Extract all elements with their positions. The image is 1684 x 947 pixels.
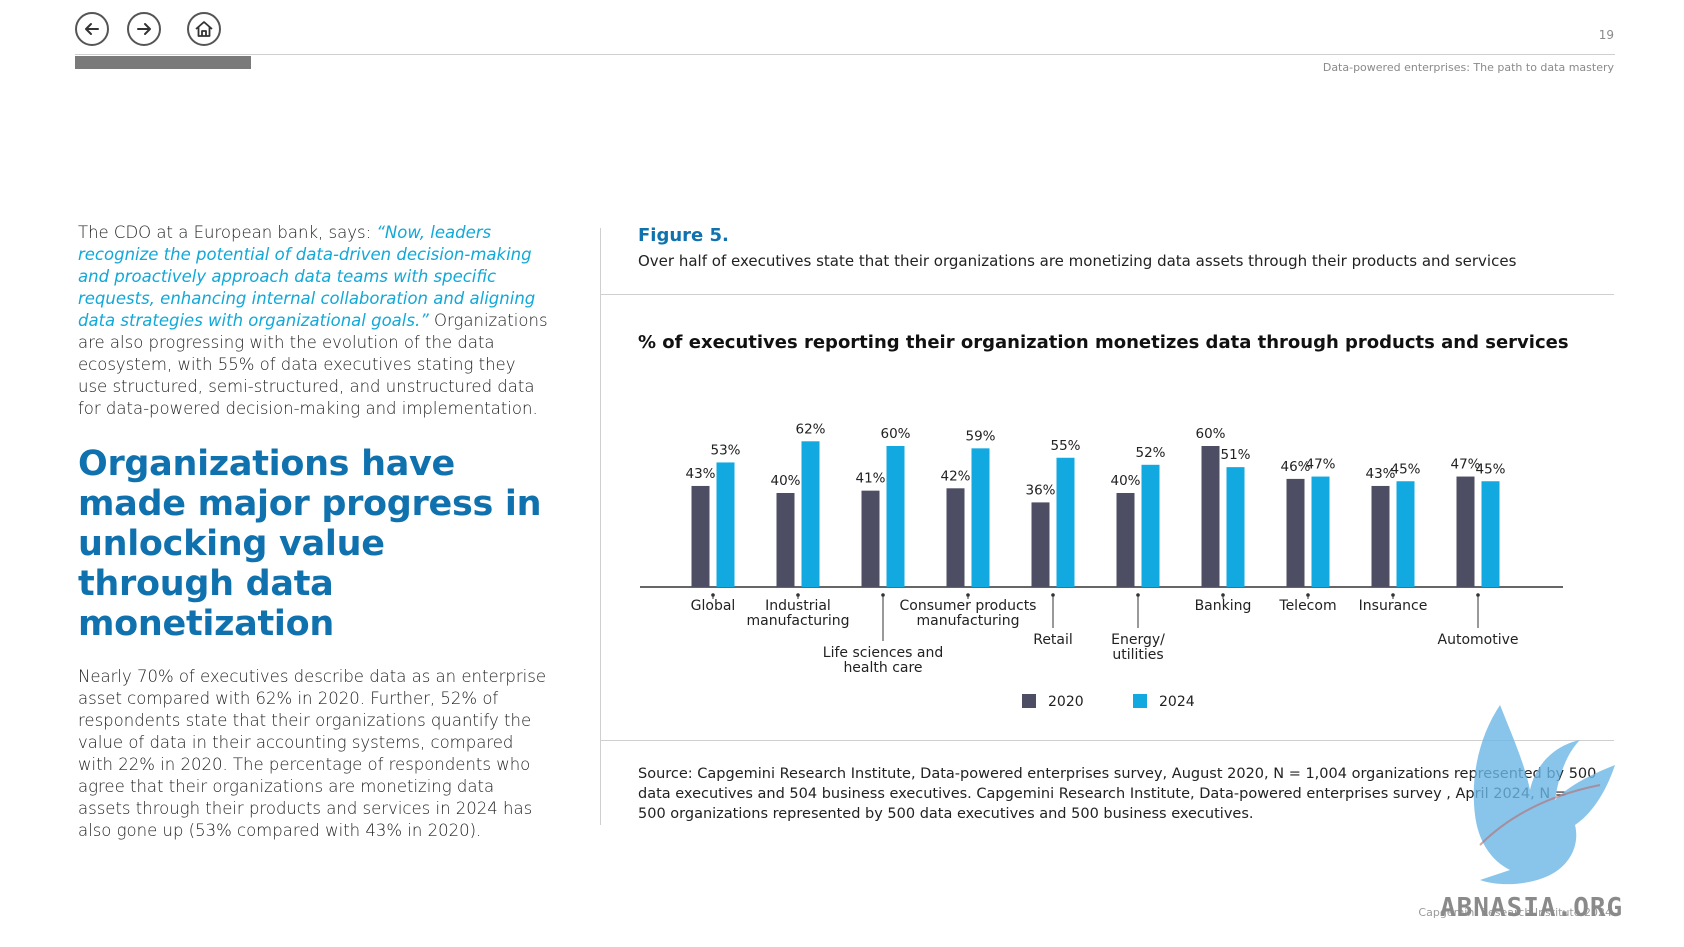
bar-2024-9	[1481, 481, 1500, 587]
left-column: The CDO at a European bank, says: “Now, …	[78, 222, 548, 842]
bar-2020-9	[1456, 476, 1475, 587]
intro-suffix: Organizations are also progressing with …	[78, 311, 548, 418]
footer-text: Capgemini Research Institute 2024	[1418, 906, 1612, 919]
progress-bar	[75, 56, 251, 69]
source-note: Source: Capgemini Research Institute, Da…	[638, 766, 1597, 822]
category-label-4-0: Retail	[1033, 632, 1073, 648]
category-label-5-0: Energy/	[1111, 632, 1165, 648]
value-label-2020-2: 41%	[855, 471, 885, 487]
intro-prefix: The CDO at a European bank, says:	[78, 223, 377, 242]
home-icon	[195, 21, 213, 37]
chart-title: % of executives reporting their organiza…	[638, 332, 1569, 353]
category-label-2-0: Life sciences and	[823, 645, 943, 661]
bar-2020-6	[1201, 446, 1220, 587]
value-label-2024-5: 52%	[1135, 445, 1165, 461]
cdo-quote: “Now, leaders recognize the potential of…	[78, 223, 536, 330]
category-label-6-0: Banking	[1195, 598, 1252, 614]
bar-2020-0	[691, 485, 710, 587]
bar-chart: 43%53%Global40%62%Industrialmanufacturin…	[640, 421, 1563, 710]
bar-2024-3	[971, 448, 990, 587]
bar-2020-7	[1286, 478, 1305, 587]
value-label-2024-3: 59%	[965, 428, 995, 444]
bar-2024-2	[886, 446, 905, 587]
column-divider	[600, 228, 601, 825]
value-label-2024-0: 53%	[710, 442, 740, 458]
figure-label: Figure 5.	[638, 225, 729, 246]
category-label-7-0: Telecom	[1278, 598, 1336, 614]
value-label-2020-7: 46%	[1280, 459, 1310, 475]
value-label-2024-7: 47%	[1305, 457, 1335, 473]
category-label-0-0: Global	[691, 598, 736, 614]
section-headline: Organizations have made major progress i…	[78, 444, 542, 644]
legend-label-2024: 2024	[1159, 694, 1195, 710]
forward-button[interactable]	[127, 12, 161, 46]
category-label-5-1: utilities	[1112, 647, 1163, 663]
bar-2024-0	[716, 462, 735, 587]
bar-2024-5	[1141, 464, 1160, 587]
category-label-3-1: manufacturing	[917, 613, 1020, 629]
category-label-1-1: manufacturing	[747, 613, 850, 629]
value-label-2024-8: 45%	[1390, 461, 1420, 477]
figure-subtitle: Over half of executives state that their…	[638, 252, 1517, 270]
watermark-logo	[1473, 705, 1615, 885]
bar-2020-4	[1031, 502, 1050, 587]
body-paragraph: Nearly 70% of executives describe data a…	[78, 667, 546, 840]
value-label-2024-4: 55%	[1050, 438, 1080, 454]
bar-2024-4	[1056, 457, 1075, 587]
value-label-2020-0: 43%	[685, 466, 715, 482]
value-label-2024-1: 62%	[795, 421, 825, 437]
bar-2020-8	[1371, 485, 1390, 587]
bar-2024-7	[1311, 476, 1330, 587]
value-label-2020-3: 42%	[940, 468, 970, 484]
category-label-1-0: Industrial	[765, 598, 831, 614]
page-number: 19	[1598, 28, 1614, 42]
bar-2020-2	[861, 490, 880, 587]
figure-header-divider	[600, 294, 1614, 295]
intro-paragraph: The CDO at a European bank, says: “Now, …	[78, 222, 548, 420]
arrow-right-icon	[137, 23, 151, 35]
category-label-3-0: Consumer products	[900, 598, 1037, 614]
category-label-8-0: Insurance	[1359, 598, 1428, 614]
value-label-2024-2: 60%	[880, 426, 910, 442]
watermark-text: ABNASIA.ORG	[1440, 893, 1624, 923]
value-label-2020-8: 43%	[1365, 466, 1395, 482]
value-label-2020-6: 60%	[1195, 426, 1225, 442]
value-label-2024-6: 51%	[1220, 447, 1250, 463]
bar-2024-1	[801, 441, 820, 587]
header-divider	[75, 54, 1615, 55]
arrow-left-icon	[85, 23, 99, 35]
category-label-2-1: health care	[843, 660, 922, 676]
figure-footer-divider	[600, 740, 1614, 741]
bar-2020-1	[776, 493, 795, 587]
value-label-2020-5: 40%	[1110, 473, 1140, 489]
bar-2024-8	[1396, 481, 1415, 587]
bar-2020-3	[946, 488, 965, 587]
document-title: Data-powered enterprises: The path to da…	[1322, 61, 1614, 74]
bar-2020-5	[1116, 493, 1135, 587]
value-label-2020-9: 47%	[1450, 457, 1480, 473]
home-button[interactable]	[187, 12, 221, 46]
legend-label-2020: 2020	[1048, 694, 1084, 710]
value-label-2020-4: 36%	[1025, 482, 1055, 498]
bar-2024-6	[1226, 467, 1245, 587]
category-label-9-0: Automotive	[1438, 632, 1519, 648]
legend-swatch-2020	[1022, 694, 1036, 708]
value-label-2024-9: 45%	[1475, 461, 1505, 477]
back-button[interactable]	[75, 12, 109, 46]
legend-swatch-2024	[1133, 694, 1147, 708]
value-label-2020-1: 40%	[770, 473, 800, 489]
